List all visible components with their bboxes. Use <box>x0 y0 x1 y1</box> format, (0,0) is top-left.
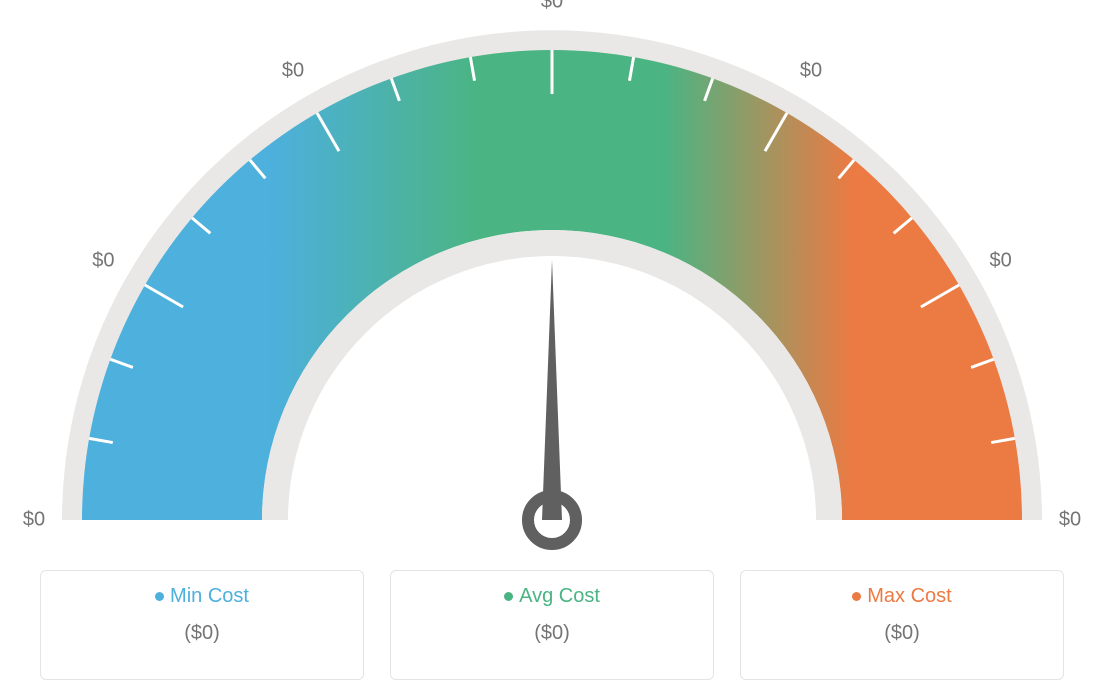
gauge-tick-label: $0 <box>92 250 114 273</box>
legend-min-cost: Min Cost ($0) <box>40 570 364 680</box>
gauge-tick-label: $0 <box>282 60 304 83</box>
gauge-tick-label: $0 <box>541 0 563 14</box>
legend-avg-label: Avg Cost <box>401 585 703 608</box>
legend-max-value: ($0) <box>751 622 1053 645</box>
legend-avg-value: ($0) <box>401 622 703 645</box>
gauge-tick-label: $0 <box>23 509 45 532</box>
dot-icon <box>504 592 513 601</box>
legend-max-cost: Max Cost ($0) <box>740 570 1064 680</box>
legend: Min Cost ($0) Avg Cost ($0) Max Cost ($0… <box>0 570 1104 680</box>
gauge-chart: $0 $0 $0 $0 $0 $0 $0 <box>0 0 1104 560</box>
gauge-tick-label: $0 <box>1059 509 1081 532</box>
legend-max-label: Max Cost <box>751 585 1053 608</box>
cost-gauge-container: $0 $0 $0 $0 $0 $0 $0 Min Cost ($0) Avg Cost ($… <box>0 0 1104 690</box>
legend-avg-cost: Avg Cost ($0) <box>390 570 714 680</box>
legend-min-label: Min Cost <box>51 585 353 608</box>
gauge-tick-label: $0 <box>800 60 822 83</box>
dot-icon <box>155 592 164 601</box>
dot-icon <box>852 592 861 601</box>
legend-min-value: ($0) <box>51 622 353 645</box>
gauge-tick-label: $0 <box>989 250 1011 273</box>
